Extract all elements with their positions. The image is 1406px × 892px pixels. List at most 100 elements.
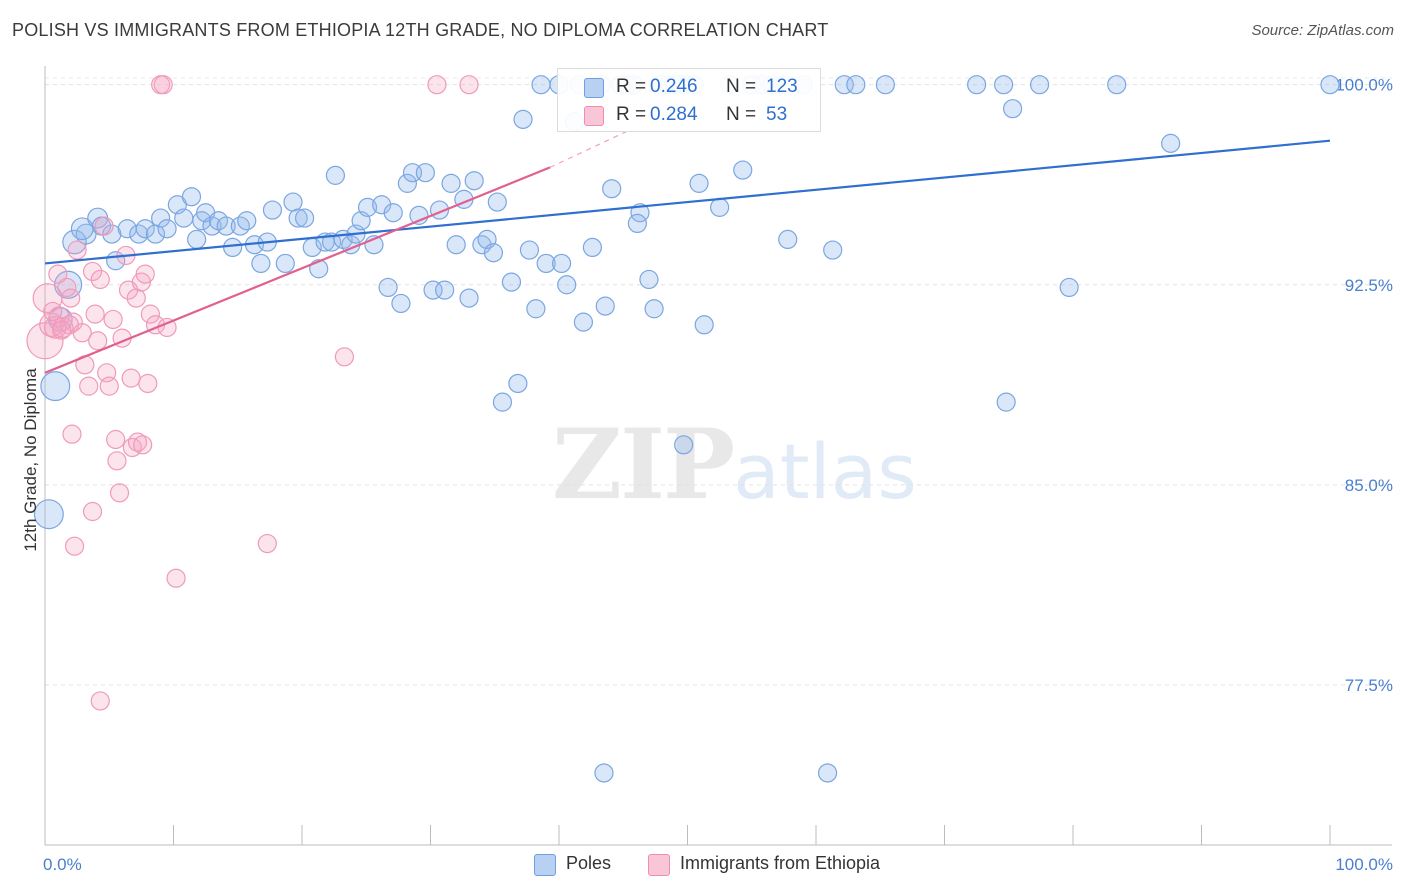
poles-swatch <box>584 78 604 98</box>
poles-point <box>435 280 455 300</box>
poles-point <box>483 243 504 263</box>
n-label: N = <box>726 104 757 125</box>
poles-point <box>283 192 303 212</box>
y-tick-label: 100.0% <box>1335 76 1393 95</box>
ethiopia-trend-extension <box>549 129 630 168</box>
poles-point <box>551 253 572 274</box>
watermark-zip: ZIP <box>552 408 735 521</box>
poles-point <box>294 208 315 228</box>
poles-point <box>135 219 155 239</box>
ethiopia-point <box>135 264 155 284</box>
source-label: Source: ZipAtlas.com <box>1251 22 1394 39</box>
ethiopia-point <box>121 368 141 388</box>
ethiopia-point <box>140 304 160 324</box>
poles-point <box>875 75 895 95</box>
poles-point <box>602 179 622 199</box>
poles-point <box>513 109 533 129</box>
chart-title: POLISH VS IMMIGRANTS FROM ETHIOPIA 12TH … <box>12 20 829 40</box>
poles-point <box>1003 99 1023 119</box>
ethiopia-point <box>79 376 99 396</box>
poles-point <box>644 299 664 319</box>
poles-point <box>151 208 171 228</box>
n-value-ethiopia: 53 <box>766 104 788 125</box>
ethiopia-swatch <box>584 106 604 126</box>
poles-point <box>275 253 295 274</box>
r-value-ethiopia: 0.284 <box>650 104 698 125</box>
ethiopia-point <box>48 264 68 284</box>
poles-point <box>230 216 250 236</box>
poles-point <box>129 224 149 244</box>
poles-point <box>1029 75 1050 95</box>
ethiopia-point <box>90 269 110 290</box>
ethiopia-point <box>57 277 77 298</box>
poles-point <box>157 219 177 239</box>
y-tick-label: 85.0% <box>1345 476 1393 495</box>
poles-point <box>251 253 271 274</box>
ethiopia-point <box>106 429 126 450</box>
ethiopia-point <box>52 320 72 340</box>
ethiopia-point <box>62 424 82 444</box>
poles-point <box>487 192 507 212</box>
ethiopia-point <box>126 288 146 308</box>
stats-legend: R = 0.246 N = 123 R = 0.284 N = 53 <box>557 68 821 132</box>
poles-point <box>994 75 1014 95</box>
poles-point <box>325 165 346 185</box>
poles-point <box>383 203 403 223</box>
poles-point <box>40 371 71 402</box>
poles-point <box>674 435 694 455</box>
poles-point <box>573 312 594 332</box>
poles-point <box>459 288 479 308</box>
ethiopia-point <box>133 435 153 455</box>
ethiopia-point <box>88 331 108 351</box>
poles-point <box>817 763 838 783</box>
poles-point <box>441 173 461 193</box>
poles-point <box>846 75 866 95</box>
poles-point <box>508 373 528 394</box>
poles-point <box>823 240 843 260</box>
n-label: N = <box>726 76 757 97</box>
ethiopia-point <box>459 75 479 95</box>
poles-point <box>627 213 647 234</box>
poles-trend-line <box>44 139 1331 265</box>
ethiopia-point <box>82 261 103 282</box>
poles-point <box>372 195 392 215</box>
r-label: R = <box>616 104 647 125</box>
poles-point <box>536 253 556 274</box>
ethiopia-point <box>64 536 85 556</box>
poles-point <box>595 296 615 316</box>
poles-point <box>639 269 659 290</box>
ethiopia-legend-swatch <box>648 854 670 876</box>
poles-point <box>357 197 378 217</box>
ethiopia-point <box>109 483 130 503</box>
poles-point <box>519 240 540 260</box>
poles-point <box>423 280 443 300</box>
r-label: R = <box>616 76 647 97</box>
ethiopia-point <box>99 376 119 396</box>
poles-point <box>262 200 283 220</box>
poles-point <box>582 237 603 258</box>
ethiopia-point <box>103 309 123 330</box>
poles-point <box>181 187 202 207</box>
poles-point <box>237 211 257 231</box>
poles-point <box>689 173 709 193</box>
poles-point <box>1161 133 1181 153</box>
r-value-poles: 0.246 <box>650 76 698 97</box>
poles-point <box>531 75 551 95</box>
poles-point <box>967 75 987 95</box>
ethiopia-legend-label: Immigrants from Ethiopia <box>680 853 881 873</box>
ethiopia-point <box>138 373 158 394</box>
ethiopia-point <box>61 288 81 308</box>
poles-point <box>834 75 854 95</box>
ethiopia-point <box>85 304 105 324</box>
poles-point <box>710 197 730 217</box>
ethiopia-point <box>127 432 148 452</box>
ethiopia-trend-line <box>44 166 551 374</box>
poles-point <box>202 216 222 236</box>
poles-point <box>1059 277 1079 298</box>
ethiopia-point <box>43 301 63 322</box>
n-value-poles: 123 <box>766 76 798 97</box>
poles-point <box>472 235 492 255</box>
poles-legend-label: Poles <box>566 853 612 873</box>
legend-row-ethiopia: R = 0.284 N = 53 <box>558 100 820 128</box>
